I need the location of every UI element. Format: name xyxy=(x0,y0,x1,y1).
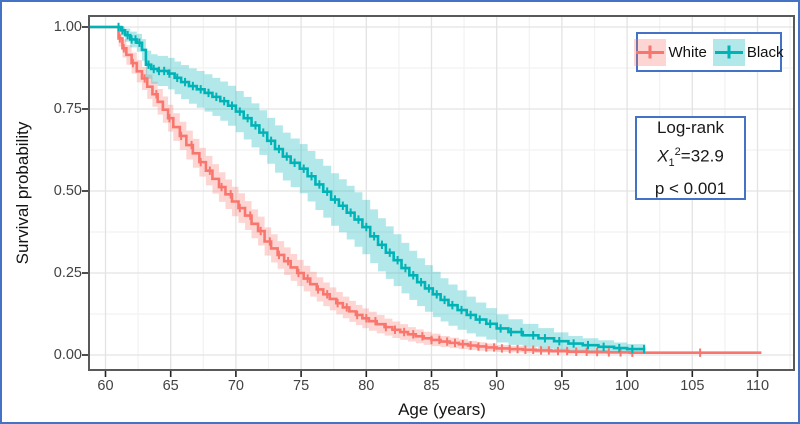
stats-test-name: Log-rank xyxy=(656,117,725,137)
panel-border xyxy=(88,15,795,371)
white-censor-marks xyxy=(118,34,702,357)
stats-box: Log-rank X12=32.9 p < 0.001 xyxy=(635,116,746,200)
legend-item-white: White xyxy=(634,38,707,66)
x-tick-label-75: 75 xyxy=(293,378,310,394)
white-survival-curve xyxy=(89,25,762,355)
legend: White Black xyxy=(634,32,784,72)
y-tick-label-1.00: 1.00 xyxy=(53,19,82,35)
black-survival-curve xyxy=(89,25,646,351)
black-censor-marks xyxy=(117,22,646,354)
legend-label-black: Black xyxy=(746,43,784,61)
y-tick-label-0.00: 0.00 xyxy=(53,347,82,363)
x-tick-label-65: 65 xyxy=(162,378,179,394)
x-axis-title: Age (years) xyxy=(398,400,486,419)
y-tick-label-0.50: 0.50 xyxy=(53,183,82,199)
stats-p-value: p < 0.001 xyxy=(654,179,727,199)
stats-chi-square: X12=32.9 xyxy=(657,145,724,170)
y-tick-label-0.25: 0.25 xyxy=(53,265,82,281)
axis-ticks xyxy=(82,26,759,377)
x-tick-label-70: 70 xyxy=(227,378,244,394)
black-series-key-swatch xyxy=(712,38,745,66)
x-tick-label-80: 80 xyxy=(358,378,375,394)
x-tick-label-110: 110 xyxy=(745,378,770,394)
black-key-censor-tick-icon xyxy=(727,45,731,59)
x-tick-label-60: 60 xyxy=(97,378,114,394)
white-key-censor-tick-icon xyxy=(648,45,652,59)
legend-item-black: Black xyxy=(712,38,784,66)
x-tick-label-95: 95 xyxy=(553,378,570,394)
y-tick-label-0.75: 0.75 xyxy=(53,101,82,117)
x-tick-label-90: 90 xyxy=(488,378,505,394)
black-confidence-band xyxy=(89,27,646,354)
x-tick-label-100: 100 xyxy=(614,378,640,394)
white-series-key-swatch xyxy=(634,38,667,66)
x-tick-label-105: 105 xyxy=(680,378,705,394)
x-tick-label-85: 85 xyxy=(423,378,440,394)
legend-label-white: White xyxy=(668,43,707,61)
